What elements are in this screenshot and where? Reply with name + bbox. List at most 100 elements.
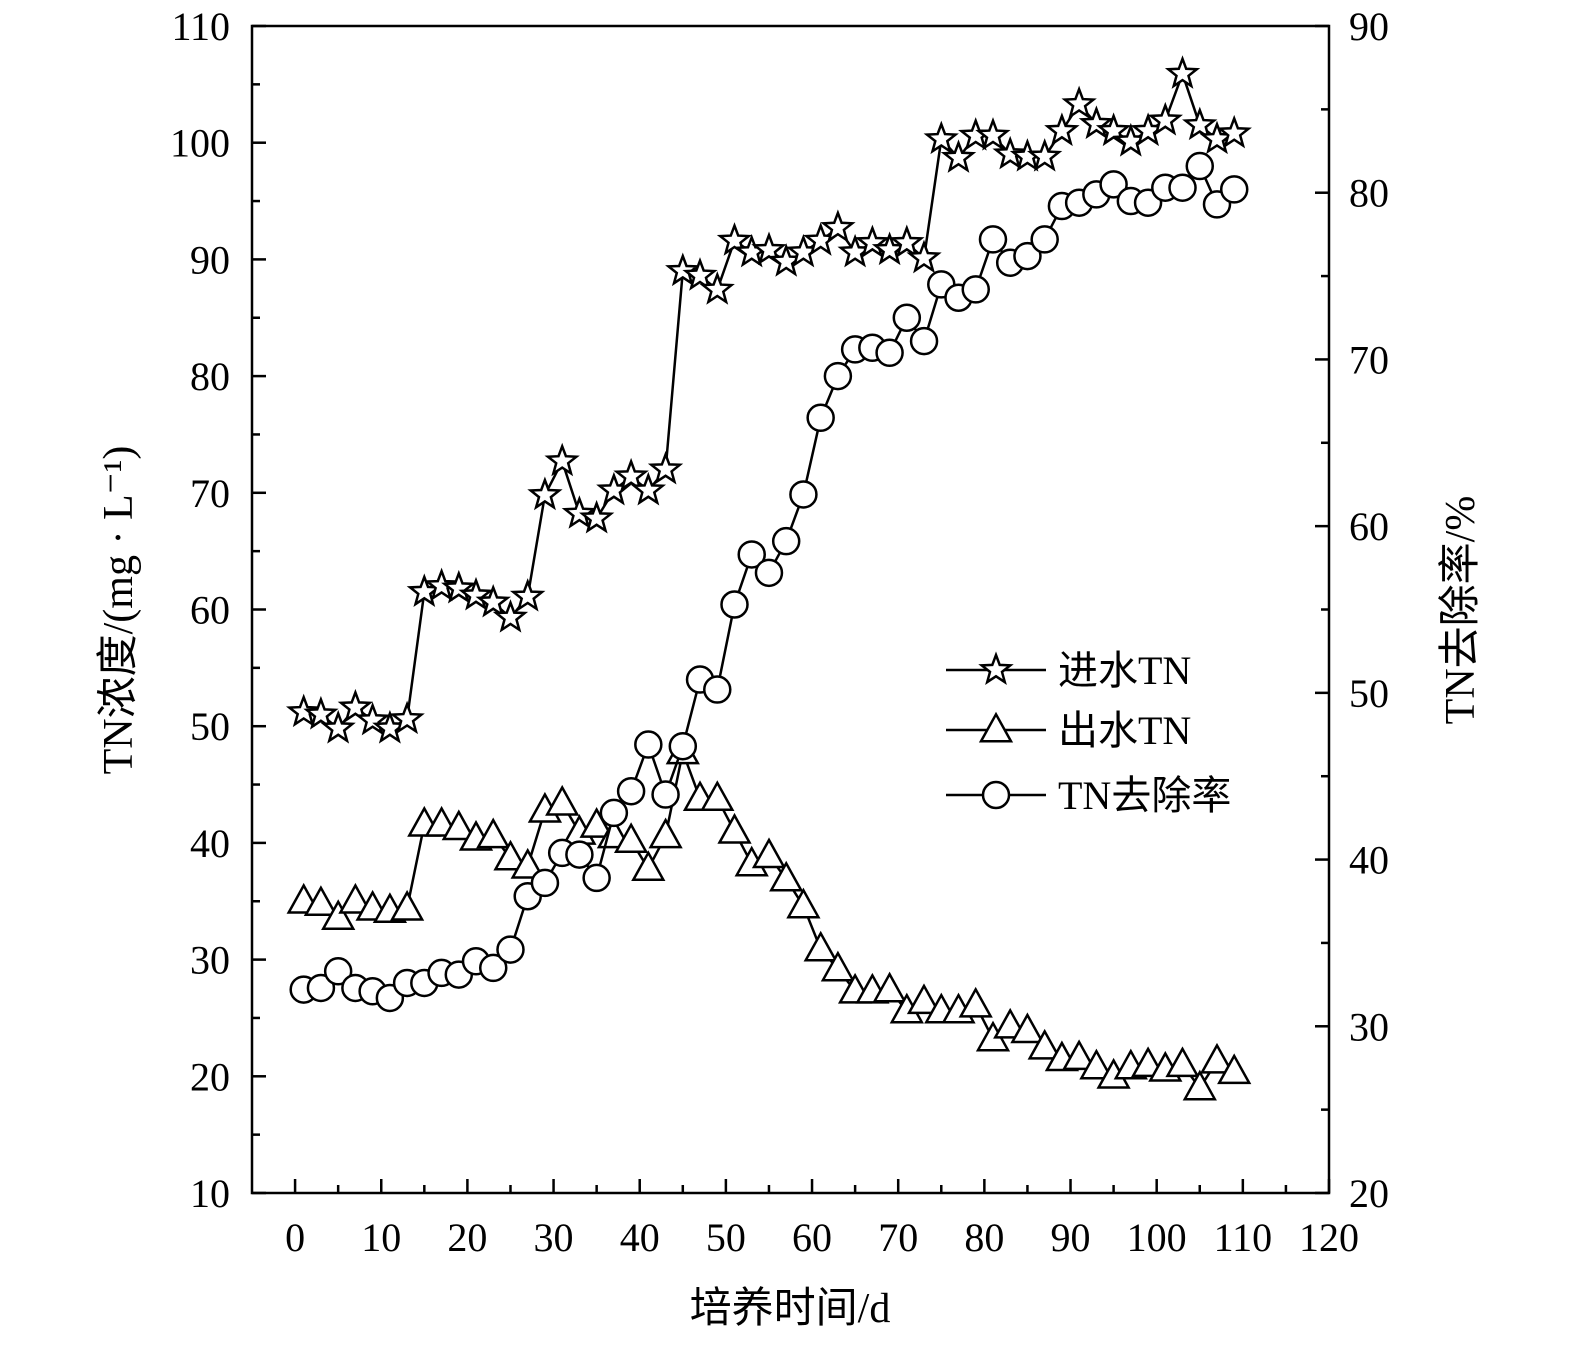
x-tick-label: 50 (706, 1215, 746, 1260)
data-point-circle (892, 303, 922, 332)
series-star (285, 55, 1252, 744)
data-point-circle (496, 935, 525, 964)
data-point-star (355, 701, 391, 736)
tick-labels: 0 10 20 30 40 50 60 70 80 90 100 110 120 10 20 30 40 50 60… (170, 4, 1389, 1260)
data-point-triangle (769, 860, 804, 892)
data-point-circle (616, 776, 646, 806)
data-point-triangle (958, 986, 993, 1018)
data-point-circle (668, 731, 698, 761)
y2-tick-label: 40 (1349, 838, 1389, 883)
data-point-star (975, 117, 1011, 151)
data-point-triangle (906, 983, 942, 1015)
data-point-star (820, 209, 856, 243)
data-point-star (337, 688, 374, 723)
legend-marker-star (978, 651, 1014, 685)
data-point-circle (1168, 173, 1197, 202)
x-tick-label: 10 (361, 1215, 401, 1260)
data-point-star (320, 709, 356, 744)
data-point-star (1182, 106, 1218, 141)
data-point-circle (478, 953, 508, 983)
data-point-star (423, 567, 460, 602)
y-axis-title: TN浓度/(mg · L⁻¹) (96, 446, 142, 775)
data-point-triangle (1199, 1042, 1235, 1074)
data-point-triangle (648, 817, 683, 849)
data-point-triangle (389, 889, 425, 921)
data-point-triangle (1165, 1046, 1200, 1078)
data-point-star (940, 139, 977, 173)
data-point-triangle (1217, 1053, 1252, 1085)
data-point-triangle (476, 817, 511, 849)
y-tick-label: 100 (170, 121, 230, 166)
data-point-star (441, 569, 477, 604)
series-circle (289, 151, 1249, 1013)
data-point-star (1078, 105, 1114, 140)
data-point-star (906, 239, 942, 274)
data-point-triangle (613, 822, 649, 854)
data-point-triangle (751, 837, 787, 869)
data-point-triangle (441, 809, 476, 841)
data-point-triangle (700, 780, 735, 812)
legend-label: 进水TN (1058, 648, 1191, 693)
data-point-circle (823, 361, 853, 391)
data-point-star (1044, 112, 1080, 147)
data-point-star (1027, 138, 1063, 172)
data-point-star (492, 599, 529, 633)
data-point-circle (651, 780, 680, 809)
y2-tick-label: 60 (1349, 504, 1389, 549)
x-tick-label: 70 (878, 1215, 918, 1260)
data-point-triangle (1182, 1069, 1217, 1101)
data-point-circle (754, 558, 784, 588)
data-point-star (579, 499, 615, 534)
y-tick-label: 30 (190, 938, 230, 983)
x-tick-label: 20 (447, 1215, 487, 1260)
y-tick-label: 40 (190, 821, 230, 866)
data-point-star (475, 583, 511, 618)
data-point-triangle (1061, 1039, 1097, 1071)
data-point-circle (771, 526, 801, 556)
data-point-star (1164, 55, 1201, 89)
y-tick-label: 70 (190, 471, 230, 516)
y2-tick-label: 50 (1349, 671, 1389, 716)
data-point-circle (789, 480, 818, 509)
y-tick-label: 80 (190, 354, 230, 399)
data-point-star (509, 578, 546, 612)
data-point-circle (703, 675, 732, 704)
y2-tick-label: 70 (1349, 337, 1389, 382)
x-tick-label: 60 (792, 1215, 832, 1260)
axis-ticks (252, 24, 1331, 1195)
x-tick-label: 0 (285, 1215, 305, 1260)
data-point-star (389, 700, 425, 735)
data-point-circle (875, 338, 904, 368)
data-point-star (544, 442, 580, 477)
x-tick-label: 120 (1299, 1215, 1359, 1260)
y-tick-label: 50 (190, 704, 230, 749)
data-point-circle (634, 730, 663, 759)
data-point-star (613, 457, 649, 492)
data-point-triangle (1010, 1012, 1045, 1044)
data-point-triangle (872, 971, 907, 1003)
x-axis-title: 培养时间/d (690, 1285, 891, 1332)
y-tick-label: 60 (190, 588, 230, 633)
y-tick-label: 90 (190, 237, 230, 282)
data-point-triangle (803, 930, 838, 962)
data-point-star (665, 252, 701, 287)
data-point-star (682, 257, 718, 291)
x-tick-label: 30 (534, 1215, 574, 1260)
data-point-star (751, 231, 787, 266)
data-point-triangle (545, 784, 580, 816)
data-point-circle (737, 540, 766, 569)
data-point-circle (582, 863, 611, 893)
y2-axis-title: TN去除率/% (1437, 496, 1484, 725)
data-point-star (923, 120, 959, 155)
data-point-circle (1013, 241, 1042, 271)
data-point-star (647, 450, 684, 485)
data-point-triangle (338, 882, 373, 914)
data-point-circle (1099, 170, 1128, 199)
data-point-star (1147, 101, 1183, 136)
legend-marker-circle (981, 780, 1011, 810)
data-point-triangle (510, 847, 545, 879)
data-point-triangle (1079, 1048, 1114, 1080)
data-point-star (561, 495, 598, 529)
data-point-star (285, 693, 322, 728)
